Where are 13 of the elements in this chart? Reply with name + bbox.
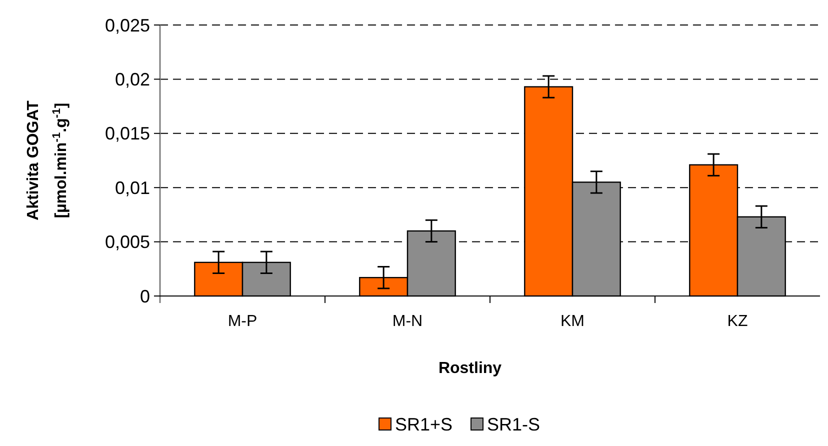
legend-label: SR1-S xyxy=(487,414,540,434)
y-tick-label: 0,015 xyxy=(104,124,150,144)
x-tick-label: KZ xyxy=(727,313,748,330)
y-tick-label: 0 xyxy=(140,286,150,306)
x-tick-label: M-N xyxy=(392,313,423,330)
y-tick-label: 0,02 xyxy=(114,70,150,90)
legend-label: SR1+S xyxy=(395,414,453,434)
y-tick-label: 0,025 xyxy=(104,15,150,36)
y-tick-label: 0,01 xyxy=(114,178,150,198)
x-tick-label: M-P xyxy=(228,313,258,330)
y-tick-label: 0,005 xyxy=(104,232,150,252)
x-axis-title: Rostliny xyxy=(438,360,502,377)
x-tick-label: KM xyxy=(560,313,584,330)
